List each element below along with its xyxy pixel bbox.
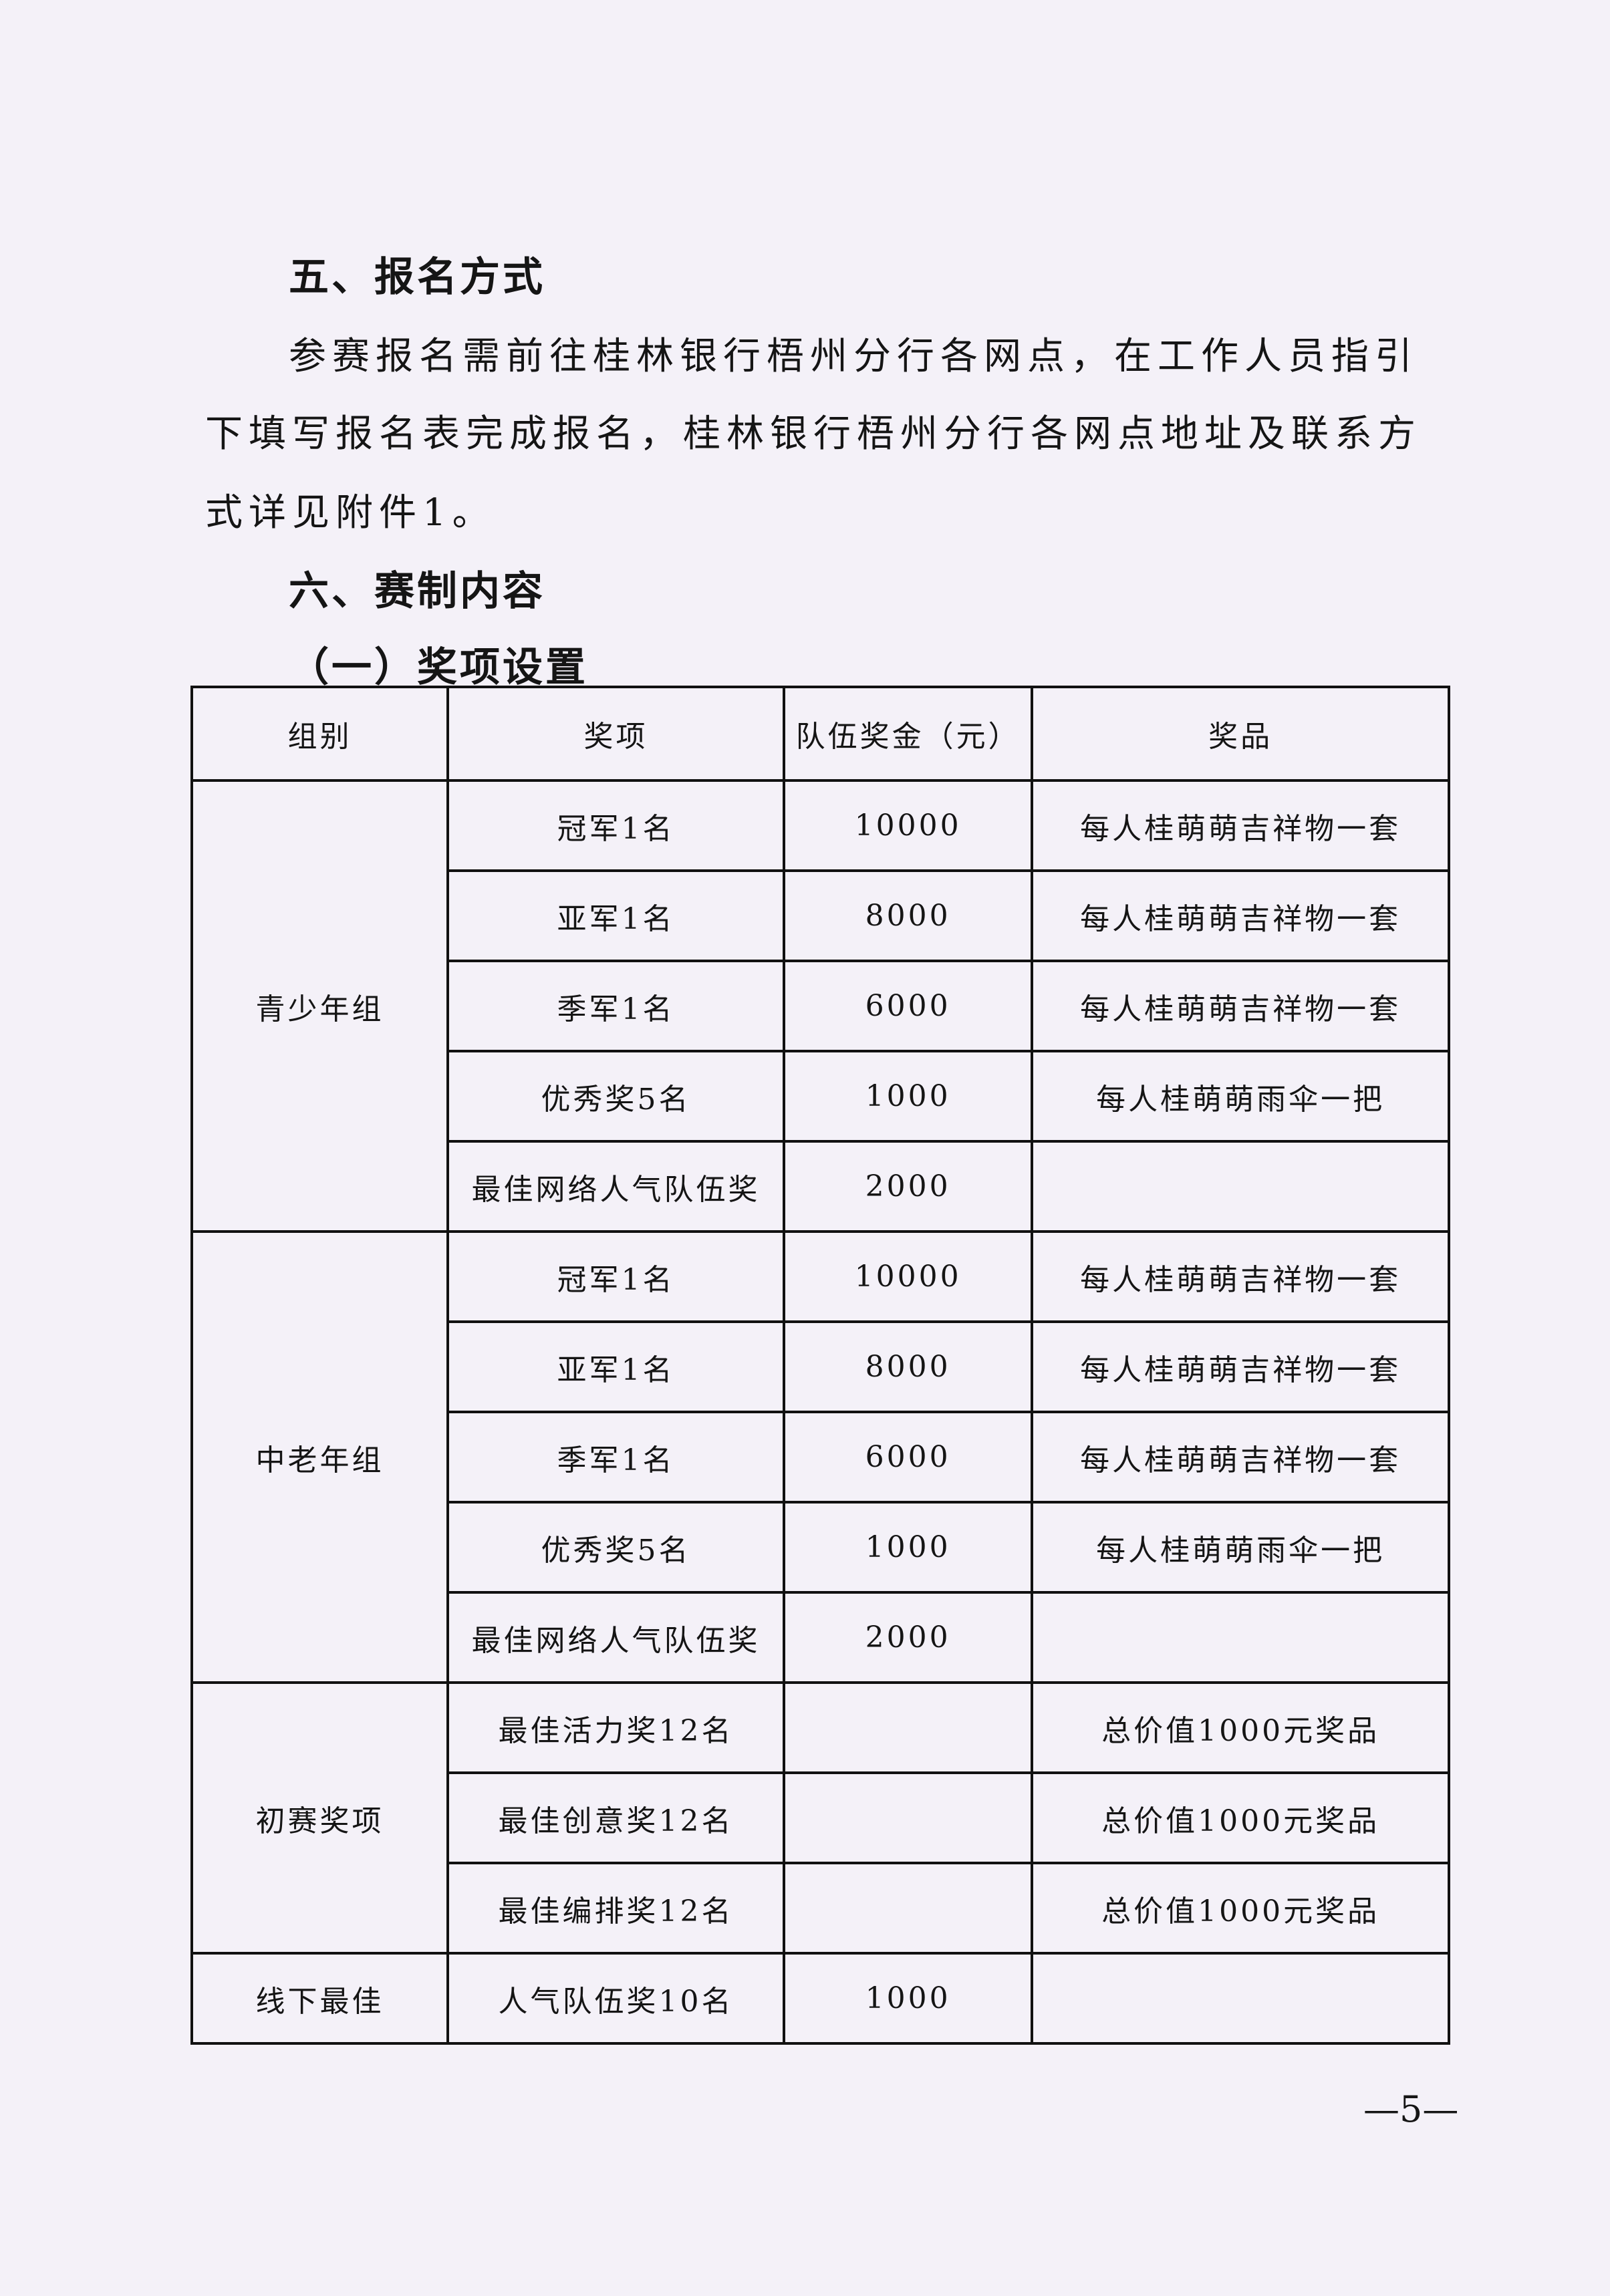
bonus-cell: 2000: [782, 1591, 1034, 1684]
award-cell: 亚军1名: [446, 869, 785, 962]
page-number: —5—: [1363, 2088, 1459, 2130]
prize-cell: 每人桂萌萌吉祥物一套: [1031, 779, 1450, 872]
table-row: 亚军1名 8000 每人桂萌萌吉祥物一套: [192, 869, 1450, 962]
prize-cell: 每人桂萌萌吉祥物一套: [1031, 1230, 1450, 1323]
bonus-cell: [782, 1862, 1034, 1955]
award-cell: 最佳活力奖12名: [446, 1681, 785, 1774]
bonus-cell: 6000: [782, 1411, 1034, 1503]
table-row: 最佳编排奖12名 总价值1000元奖品: [192, 1862, 1450, 1955]
group-cell: 青少年组: [190, 779, 450, 1233]
table-row: 最佳网络人气队伍奖 2000: [192, 1140, 1450, 1233]
subsection-heading: （一）奖项设置: [289, 644, 588, 691]
section-6-heading: 六、赛制内容: [289, 568, 545, 615]
prize-cell: 每人桂萌萌吉祥物一套: [1031, 960, 1450, 1052]
section-5-heading: 五、报名方式: [289, 254, 545, 301]
header-group: 组别: [190, 686, 450, 782]
prize-cell: 每人桂萌萌吉祥物一套: [1031, 1320, 1450, 1413]
award-cell: 冠军1名: [446, 779, 785, 872]
table-row: 优秀奖5名 1000 每人桂萌萌雨伞一把: [192, 1050, 1450, 1143]
award-cell: 最佳网络人气队伍奖: [446, 1591, 785, 1684]
table-row: 优秀奖5名 1000 每人桂萌萌雨伞一把: [192, 1501, 1450, 1594]
award-cell: 最佳网络人气队伍奖: [446, 1140, 785, 1233]
award-cell: 最佳创意奖12名: [446, 1771, 785, 1864]
table-row: 季军1名 6000 每人桂萌萌吉祥物一套: [192, 960, 1450, 1052]
header-award: 奖项: [446, 686, 785, 782]
award-cell: 亚军1名: [446, 1320, 785, 1413]
prize-cell: [1031, 1952, 1450, 2045]
award-cell: 最佳编排奖12名: [446, 1862, 785, 1955]
prize-cell: [1031, 1140, 1450, 1233]
bonus-cell: 1000: [782, 1952, 1034, 2045]
group-cell: 中老年组: [190, 1230, 450, 1684]
award-cell: 优秀奖5名: [446, 1050, 785, 1143]
prize-cell: 总价值1000元奖品: [1031, 1862, 1450, 1955]
body-line-3: 式详见附件1。: [205, 491, 496, 535]
body-line-2: 下填写报名表完成报名，桂林银行梧州分行各网点地址及联系方: [205, 412, 1422, 456]
prize-cell: 每人桂萌萌雨伞一把: [1031, 1501, 1450, 1594]
prize-cell: 总价值1000元奖品: [1031, 1771, 1450, 1864]
bonus-cell: 10000: [782, 1230, 1034, 1323]
bonus-cell: [782, 1681, 1034, 1774]
bonus-cell: 8000: [782, 1320, 1034, 1413]
bonus-cell: 8000: [782, 869, 1034, 962]
table-row: 中老年组 冠军1名 10000 每人桂萌萌吉祥物一套: [190, 1230, 1450, 1684]
bonus-cell: 6000: [782, 960, 1034, 1052]
bonus-cell: 1000: [782, 1501, 1034, 1594]
prize-cell: 每人桂萌萌吉祥物一套: [1031, 1411, 1450, 1503]
award-cell: 冠军1名: [446, 1230, 785, 1323]
prize-cell: [1031, 1591, 1450, 1684]
bonus-cell: 1000: [782, 1050, 1034, 1143]
award-cell: 季军1名: [446, 960, 785, 1052]
prize-cell: 每人桂萌萌吉祥物一套: [1031, 869, 1450, 962]
bonus-cell: [782, 1771, 1034, 1864]
bonus-cell: 10000: [782, 779, 1034, 872]
table-row: 季军1名 6000 每人桂萌萌吉祥物一套: [192, 1411, 1450, 1503]
table-row: 线下最佳 人气队伍奖10名 1000: [190, 1952, 1450, 2045]
header-prize: 奖品: [1031, 686, 1450, 782]
award-cell: 人气队伍奖10名: [446, 1952, 785, 2045]
group-cell: 初赛奖项: [190, 1681, 450, 1955]
table-header-row: 组别 奖项 队伍奖金（元） 奖品: [190, 686, 1450, 782]
prize-cell: 每人桂萌萌雨伞一把: [1031, 1050, 1450, 1143]
group-cell: 线下最佳: [190, 1952, 450, 2045]
bonus-cell: 2000: [782, 1140, 1034, 1233]
table-row: 初赛奖项 最佳活力奖12名 总价值1000元奖品: [190, 1681, 1450, 1955]
body-line-1: 参赛报名需前往桂林银行梧州分行各网点，在工作人员指引: [289, 335, 1418, 378]
table-row: 最佳网络人气队伍奖 2000: [192, 1591, 1450, 1684]
award-cell: 优秀奖5名: [446, 1501, 785, 1594]
table-row: 青少年组 冠军1名 10000 每人桂萌萌吉祥物一套: [190, 779, 1450, 1233]
table-row: 最佳创意奖12名 总价值1000元奖品: [192, 1771, 1450, 1864]
prize-cell: 总价值1000元奖品: [1031, 1681, 1450, 1774]
awards-table: 组别 奖项 队伍奖金（元） 奖品 青少年组 冠军1名 10000 每人桂萌萌吉祥物一套…: [190, 686, 1450, 2045]
header-bonus: 队伍奖金（元）: [782, 686, 1034, 782]
award-cell: 季军1名: [446, 1411, 785, 1503]
table-row: 亚军1名 8000 每人桂萌萌吉祥物一套: [192, 1320, 1450, 1413]
